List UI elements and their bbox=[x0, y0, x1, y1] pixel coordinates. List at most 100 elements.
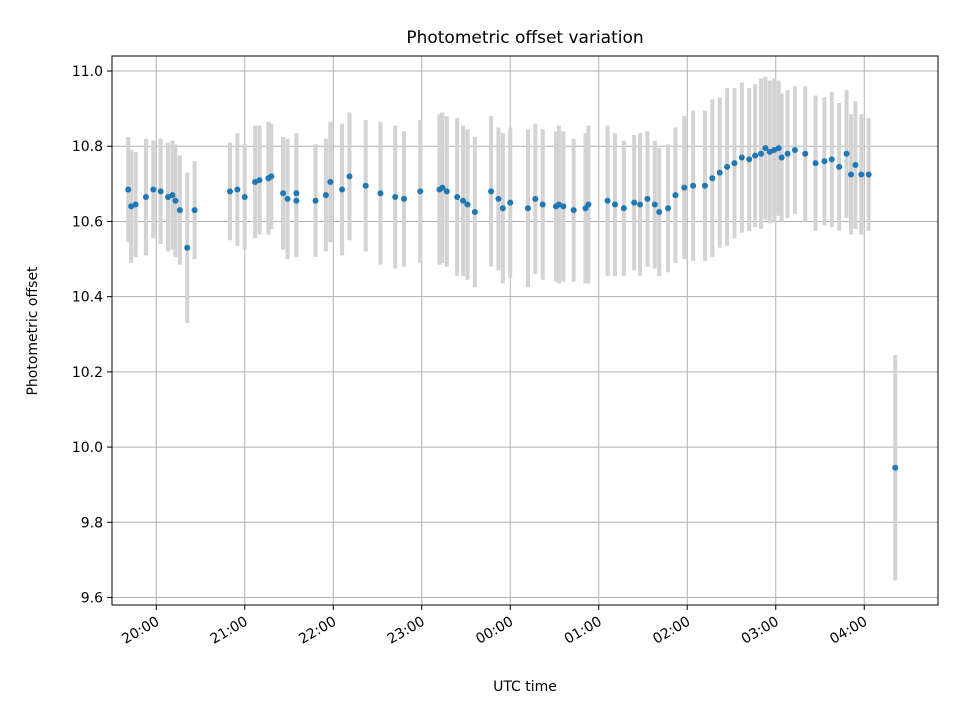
data-point bbox=[392, 194, 399, 201]
y-tick-label: 9.8 bbox=[81, 515, 103, 531]
data-point bbox=[241, 194, 248, 201]
data-point bbox=[865, 171, 872, 178]
data-point bbox=[637, 201, 644, 208]
data-point bbox=[132, 201, 139, 208]
data-point bbox=[775, 145, 782, 152]
data-point bbox=[176, 207, 183, 214]
data-point bbox=[471, 209, 478, 216]
grid bbox=[112, 56, 938, 605]
data-point bbox=[454, 194, 461, 201]
data-point bbox=[172, 197, 179, 204]
data-point bbox=[488, 188, 495, 195]
data-point bbox=[843, 150, 850, 157]
data-point bbox=[665, 205, 672, 212]
data-point bbox=[724, 163, 731, 170]
data-point bbox=[362, 182, 369, 189]
x-tick-label: 03:00 bbox=[739, 614, 782, 648]
data-point bbox=[738, 154, 745, 161]
data-point bbox=[539, 201, 546, 208]
x-tick-label: 21:00 bbox=[208, 614, 251, 648]
data-point bbox=[644, 195, 651, 202]
data-point bbox=[284, 195, 291, 202]
data-point bbox=[828, 156, 835, 163]
data-point bbox=[495, 195, 502, 202]
data-point bbox=[460, 197, 467, 204]
data-point bbox=[499, 205, 506, 212]
chart-title: Photometric offset variation bbox=[406, 28, 643, 48]
y-axis: 9.6 9.8 10.0 10.2 10.4 10.6 10.8 11.0 bbox=[72, 64, 112, 606]
data-point bbox=[716, 169, 723, 176]
data-point bbox=[339, 186, 346, 193]
data-point bbox=[709, 175, 716, 182]
data-point bbox=[234, 186, 241, 193]
data-point bbox=[532, 195, 539, 202]
data-point bbox=[791, 147, 798, 154]
data-point bbox=[731, 160, 738, 167]
y-tick-label: 11.0 bbox=[72, 64, 103, 80]
data-point bbox=[585, 201, 592, 208]
data-point bbox=[417, 188, 424, 195]
x-axis: 20:00 21:00 22:00 23:00 00:00 01:00 02:00 03:00… bbox=[119, 605, 870, 648]
y-tick-label: 10.6 bbox=[72, 214, 103, 230]
x-tick-label: 02:00 bbox=[650, 614, 693, 648]
data-point bbox=[570, 207, 577, 214]
y-tick-label: 10.4 bbox=[72, 290, 103, 306]
data-point bbox=[169, 192, 176, 199]
data-point bbox=[227, 188, 233, 195]
data-point bbox=[778, 154, 785, 161]
data-point bbox=[150, 186, 157, 193]
error-bars bbox=[126, 76, 898, 581]
data-point bbox=[690, 182, 697, 189]
x-tick-label: 23:00 bbox=[385, 614, 428, 648]
data-point bbox=[858, 171, 865, 178]
data-point bbox=[293, 197, 300, 204]
data-point bbox=[507, 199, 514, 206]
data-point bbox=[604, 197, 611, 204]
data-point bbox=[746, 156, 753, 163]
data-point bbox=[560, 203, 567, 210]
data-point bbox=[758, 150, 764, 157]
data-point bbox=[312, 197, 319, 204]
axes-frame bbox=[111, 55, 939, 606]
data-point bbox=[191, 207, 198, 214]
y-tick-label: 9.6 bbox=[81, 590, 103, 606]
x-tick-label: 01:00 bbox=[562, 614, 605, 648]
data-point bbox=[836, 163, 843, 170]
y-tick-label: 10.8 bbox=[72, 139, 103, 155]
x-tick-label: 00:00 bbox=[473, 614, 516, 648]
data-point bbox=[401, 195, 408, 202]
data-point bbox=[268, 173, 275, 180]
data-point bbox=[821, 158, 828, 165]
data-point bbox=[464, 201, 471, 208]
data-point bbox=[656, 209, 663, 216]
data-point bbox=[184, 244, 191, 251]
data-point bbox=[327, 178, 334, 185]
data-point bbox=[439, 184, 446, 191]
data-point bbox=[812, 160, 819, 167]
data-point bbox=[125, 186, 132, 193]
data-point bbox=[681, 184, 688, 191]
x-axis-label: UTC time bbox=[493, 679, 557, 695]
x-tick-label: 22:00 bbox=[296, 614, 339, 648]
data-points bbox=[125, 145, 899, 471]
data-point bbox=[752, 152, 759, 159]
y-axis-label: Photometric offset bbox=[25, 266, 41, 396]
data-point bbox=[256, 177, 263, 184]
data-point bbox=[157, 188, 164, 195]
data-point bbox=[852, 162, 859, 169]
data-point bbox=[847, 171, 854, 178]
data-point bbox=[293, 190, 300, 197]
data-point bbox=[524, 205, 531, 212]
data-point bbox=[280, 190, 287, 197]
data-point bbox=[322, 192, 329, 199]
data-point bbox=[762, 145, 769, 152]
data-point bbox=[346, 173, 353, 180]
data-point bbox=[377, 190, 384, 197]
data-point bbox=[142, 194, 149, 201]
data-point bbox=[892, 464, 899, 471]
data-point bbox=[631, 199, 638, 206]
data-point bbox=[672, 192, 679, 199]
data-point bbox=[620, 205, 627, 212]
y-tick-label: 10.0 bbox=[72, 440, 103, 456]
